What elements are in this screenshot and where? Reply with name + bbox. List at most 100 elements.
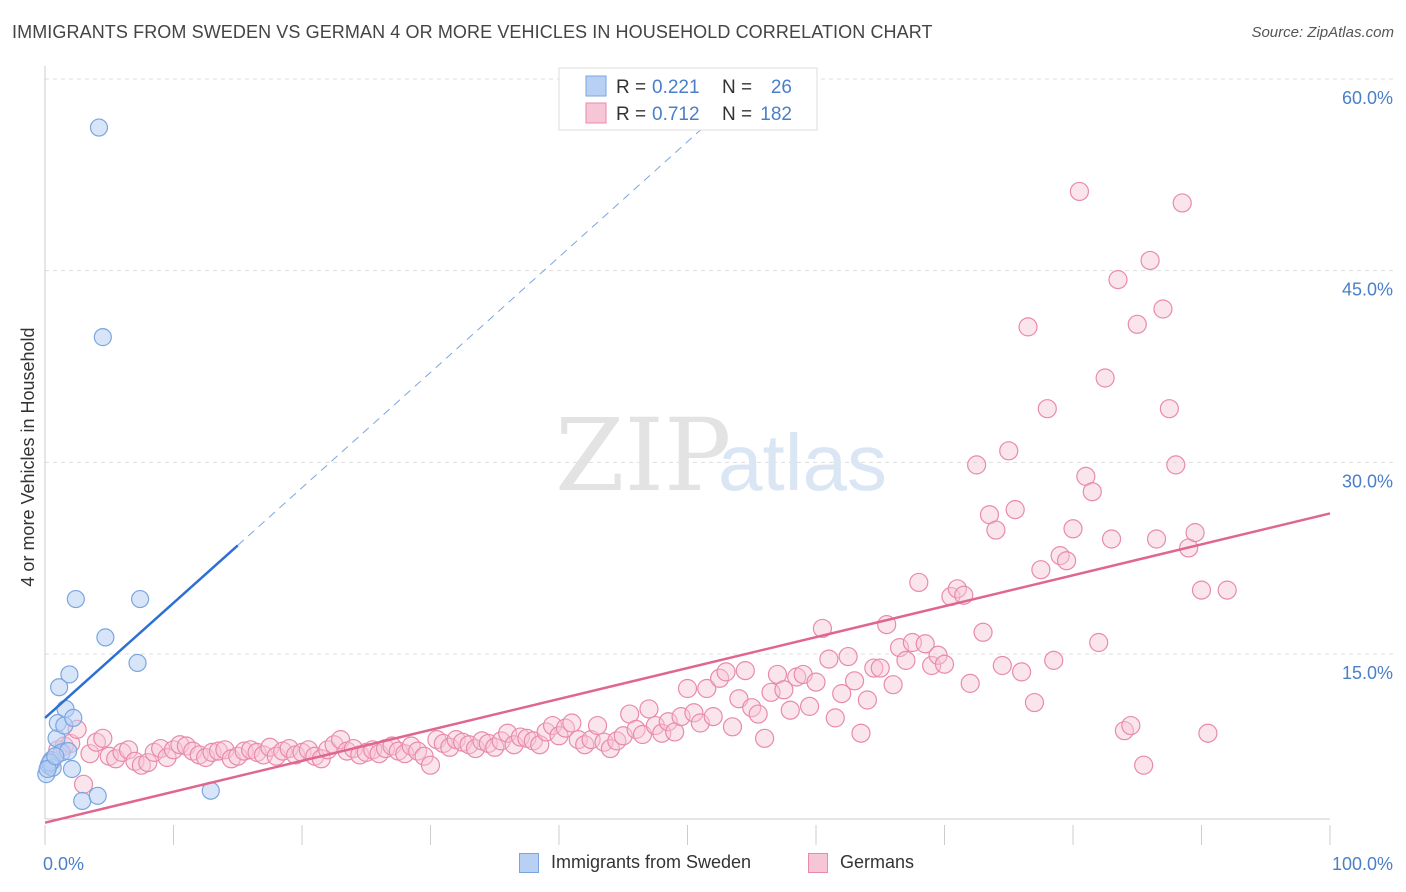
point-germans [1114, 721, 1135, 741]
chart-title: IMMIGRANTS FROM SWEDEN VS GERMAN 4 OR MO… [12, 22, 933, 42]
point-germans [1089, 632, 1109, 653]
point-germans [138, 753, 158, 773]
point-germans [575, 735, 595, 755]
point-sweden [66, 589, 85, 609]
point-germans [658, 712, 678, 732]
point-sweden [130, 589, 150, 609]
point-germans [420, 755, 441, 775]
point-germans [1011, 662, 1032, 682]
point-germans [703, 707, 723, 727]
point-germans [118, 740, 139, 760]
point-germans [986, 520, 1006, 540]
point-sweden [93, 328, 112, 347]
point-germans [915, 634, 935, 654]
point-germans [864, 658, 884, 678]
y-axis-label: 4 or more Vehicles in Household [18, 327, 38, 586]
chart-source: Source: ZipAtlas.com [1251, 24, 1394, 41]
point-germans [555, 718, 576, 738]
point-germans [832, 684, 852, 704]
point-germans [1185, 523, 1205, 543]
point-germans [960, 673, 980, 693]
stats-r-label: R = [616, 104, 646, 125]
point-germans [754, 728, 775, 748]
point-germans [1217, 580, 1237, 600]
y-tick-label: 60.0% [1342, 88, 1393, 108]
point-germans [80, 744, 100, 764]
point-germans [1063, 519, 1083, 539]
stats-n-label: N = [722, 77, 752, 98]
trendline-germans [44, 512, 1331, 824]
stats-legend-swatch [585, 102, 607, 124]
point-germans [883, 675, 903, 695]
point-germans [639, 699, 659, 719]
point-germans [896, 650, 916, 670]
point-germans [1031, 560, 1051, 580]
point-germans [806, 672, 826, 692]
legend-item-sweden[interactable]: Immigrants from Sweden [519, 852, 751, 873]
point-germans [645, 715, 665, 736]
point-germans [967, 455, 987, 475]
point-sweden [88, 786, 107, 805]
point-sweden [89, 118, 109, 137]
point-germans [812, 618, 833, 639]
point-germans [562, 713, 582, 733]
point-germans [93, 728, 113, 748]
point-germans [1069, 181, 1090, 202]
point-germans [1056, 551, 1077, 571]
stats-n-label: N = [722, 104, 752, 125]
point-germans [1050, 546, 1070, 566]
point-germans [838, 646, 858, 667]
point-germans [1153, 299, 1173, 319]
point-germans [587, 715, 608, 736]
legend-label-germans: Germans [840, 852, 915, 872]
watermark-zip: ZIP [555, 397, 731, 514]
point-germans [1198, 723, 1218, 743]
point-germans [1044, 650, 1064, 670]
y-tick-label: 45.0% [1342, 280, 1393, 300]
point-germans [626, 719, 646, 739]
point-germans [1108, 270, 1128, 290]
stats-legend-swatch [585, 75, 607, 97]
point-germans [1159, 399, 1179, 419]
point-germans [774, 680, 794, 700]
x-tick-label-max: 100.0% [1332, 854, 1393, 874]
point-germans [677, 678, 698, 699]
point-germans [465, 738, 486, 759]
point-germans [851, 723, 871, 743]
point-germans [999, 441, 1019, 461]
point-sweden [64, 708, 83, 727]
point-germans [671, 707, 691, 727]
x-tick-label-min: 0.0% [43, 854, 84, 874]
point-germans [1037, 399, 1057, 419]
point-germans [716, 662, 736, 682]
point-germans [510, 727, 531, 747]
point-germans [1005, 500, 1025, 520]
point-sweden [96, 628, 115, 647]
point-germans [408, 741, 428, 761]
point-germans [934, 654, 955, 674]
point-germans [870, 658, 890, 678]
point-germans [498, 723, 518, 743]
point-germans [973, 622, 993, 642]
point-germans [825, 708, 845, 728]
trendline-sweden [44, 544, 239, 719]
point-germans [1140, 250, 1160, 271]
point-germans [909, 572, 929, 593]
watermark-atlas: atlas [718, 418, 887, 507]
y-tick-label: 30.0% [1342, 471, 1393, 491]
point-germans [73, 774, 94, 794]
point-germans [697, 678, 717, 699]
point-germans [857, 690, 878, 710]
point-germans [1082, 482, 1102, 502]
point-germans [401, 736, 421, 756]
point-germans [748, 704, 768, 724]
point-germans [780, 700, 800, 720]
legend-swatch-pink [808, 852, 828, 873]
stats-r-value: 0.221 [652, 77, 700, 98]
point-germans [157, 747, 177, 768]
stats-n-value: 26 [771, 77, 792, 98]
point-germans [549, 726, 569, 746]
legend-item-germans[interactable]: Germans [808, 852, 914, 873]
point-germans [1127, 314, 1147, 334]
